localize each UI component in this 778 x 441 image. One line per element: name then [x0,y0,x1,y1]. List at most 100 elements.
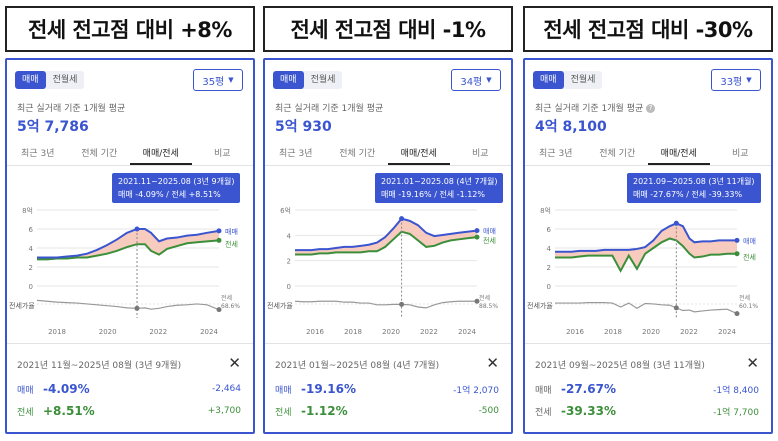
jeonse-amount: -500 [478,406,499,416]
peak-point-ratio [399,301,405,307]
average-label: 최근 실거래 기준 1개월 평균 [17,104,126,114]
size-value: 35평 [202,76,225,88]
y-tick-label: 8억 [22,207,33,215]
end-point-ratio [734,311,740,317]
jeonse-amount: +3,700 [207,406,241,416]
sale-amount: -2,464 [211,384,241,394]
panel-header: 전세 전고점 대비 -30% [523,6,773,52]
deal-type-toggle: 매매 전월세 [533,71,603,89]
tab-sale-jeonse[interactable]: 매매/전세 [388,144,450,165]
series-line-jeonse [555,237,737,273]
toggle-sale[interactable]: 매매 [15,71,46,89]
jeonse-change-row: 전세 -39.33% -1억 7,700 [535,403,759,419]
y-tick-label: 0 [547,283,551,291]
jeonse-amount: -1억 7,700 [713,407,759,418]
tab-all-period[interactable]: 전체 기간 [599,149,636,159]
end-point-ratio [474,298,480,304]
legend-jeonse: 전세 [483,236,496,245]
ratio-axis-label: 전세가율 [527,301,553,310]
x-tick-label: 2024 [200,328,218,336]
tab-all-period[interactable]: 전체 기간 [339,149,376,159]
tab-all-period[interactable]: 전체 기간 [81,149,118,159]
tab-compare[interactable]: 비교 [213,149,231,159]
end-point-sale [474,228,480,234]
x-tick-label: 2018 [604,328,622,336]
close-icon[interactable]: ✕ [746,354,759,372]
toggle-rent[interactable]: 전월세 [570,75,596,85]
series-line-ratio [294,300,477,309]
ratio-tag-value: 68.6% [221,303,240,310]
selected-period: 2021년 09월~2025년 08월 (3년 11개월) [535,361,705,371]
jeonse-label: 전세 [535,407,552,418]
chart-tooltip: 2021.11~2025.08 (3년 9개월) 매매 -4.09% / 전세 … [112,173,241,203]
x-tick-label: 2016 [566,328,584,336]
divider [265,343,511,344]
caret-down-icon: ▼ [228,76,234,84]
sale-amount: -1억 2,070 [453,385,499,396]
end-point-jeonse [474,234,480,240]
average-value: 5억 930 [275,119,332,135]
x-tick-label: 2018 [48,328,66,336]
sale-pct: -4.09% [43,382,90,396]
tab-recent-3y[interactable]: 최근 3년 [539,149,573,159]
sale-change-row: 매매 -4.09% -2,464 [17,381,241,397]
price-card: 매매 전월세 35평 ▼ 최근 실거래 기준 1개월 평균 5억 7,786 최… [5,58,255,434]
jeonse-label: 전세 [17,407,34,418]
chart-tooltip: 2021.01~2025.08 (4년 7개월) 매매 -19.16% / 전세… [375,173,504,203]
toggle-sale[interactable]: 매매 [533,71,564,89]
tooltip-period: 2021.09~2025.08 (3년 11개월) [633,177,755,186]
ratio-axis-label: 전세가율 [9,301,35,310]
deal-type-toggle: 매매 전월세 [273,71,343,89]
sale-change-row: 매매 -27.67% -1억 8,400 [535,381,759,397]
jeonse-pct: -1.12% [301,404,348,418]
x-tick-label: 2024 [458,328,476,336]
tab-sale-jeonse[interactable]: 매매/전세 [648,144,710,165]
info-icon[interactable]: ? [646,104,656,113]
y-tick-label: 2 [547,264,551,272]
toggle-sale[interactable]: 매매 [273,71,304,89]
y-tick-label: 0 [287,283,291,291]
sale-label: 매매 [535,385,552,396]
divider [525,343,771,344]
x-tick-label: 2020 [642,328,660,336]
tab-compare[interactable]: 비교 [731,149,749,159]
series-line-jeonse [295,230,478,256]
average-value: 4억 8,100 [535,119,607,135]
x-tick-label: 2022 [680,328,698,336]
jeonse-change-row: 전세 -1.12% -500 [275,403,499,419]
y-tick-label: 2 [29,264,33,272]
tooltip-change: 매매 -4.09% / 전세 +8.51% [118,190,221,199]
x-tick-label: 2020 [99,328,117,336]
end-point-jeonse [734,251,740,257]
size-select[interactable]: 33평 ▼ [711,69,761,91]
toggle-rent[interactable]: 전월세 [52,75,78,85]
panel-1: 전세 전고점 대비 +8% 매매 전월세 35평 ▼ 최근 실거래 기준 1개월… [5,0,255,441]
size-select[interactable]: 35평 ▼ [193,69,243,91]
end-point-jeonse [216,237,222,243]
y-tick-label: 6 [547,226,552,234]
tab-recent-3y[interactable]: 최근 3년 [21,149,55,159]
x-tick-label: 2020 [382,328,400,336]
x-tick-label: 2022 [149,328,167,336]
y-tick-label: 4 [287,232,292,240]
period-tabs: 최근 3년 전체 기간 매매/전세 비교 [265,144,511,166]
close-icon[interactable]: ✕ [486,354,499,372]
average-label: 최근 실거래 기준 1개월 평균 [275,104,384,114]
y-tick-label: 4 [29,245,34,253]
series-line-ratio [36,299,220,311]
tab-compare[interactable]: 비교 [471,149,489,159]
size-select[interactable]: 34평 ▼ [451,69,501,91]
y-tick-label: 6 [29,226,34,234]
tab-sale-jeonse[interactable]: 매매/전세 [130,144,192,165]
peak-point-sale [673,220,679,226]
average-value: 5억 7,786 [17,119,89,135]
legend-sale: 매매 [743,237,756,245]
tab-recent-3y[interactable]: 최근 3년 [279,149,313,159]
toggle-rent[interactable]: 전월세 [310,75,336,85]
series-line-sale [555,222,737,253]
selected-period: 2021년 11월~2025년 08월 (3년 9개월) [17,361,182,371]
close-icon[interactable]: ✕ [228,354,241,372]
